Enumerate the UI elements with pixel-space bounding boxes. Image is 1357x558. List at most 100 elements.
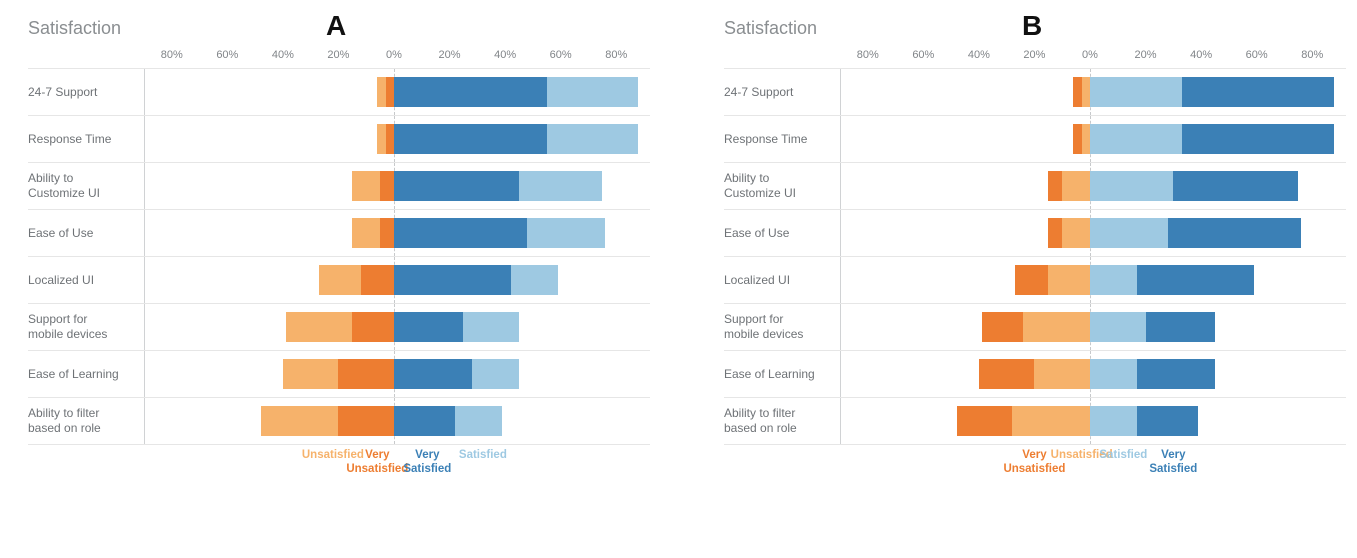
row-label: Ability toCustomize UI (724, 163, 842, 209)
chart-row: Ease of Learning (28, 350, 650, 398)
row-label: Ease of Learning (28, 351, 146, 397)
x-axis: 80%60%40%20%0%20%40%60%80% (144, 45, 644, 69)
axis-tick: 20% (1023, 49, 1045, 61)
bar-segment-satisfied (547, 124, 639, 154)
bar-segment-satisfied (1090, 77, 1182, 107)
chart-row: Ability to filterbased on role (724, 397, 1346, 445)
row-label: 24-7 Support (724, 69, 842, 115)
bar-segment-satisfied (519, 171, 602, 201)
bar-segment-very-unsatisfied (957, 406, 1013, 436)
row-plot (840, 351, 1340, 397)
bar-segment-very-unsatisfied (979, 359, 1035, 389)
bar-segment-satisfied (1090, 171, 1173, 201)
bar-segment-very-satisfied (1146, 312, 1215, 342)
axis-tick: 80% (1301, 49, 1323, 61)
row-label: Localized UI (724, 257, 842, 303)
axis-tick: 60% (1246, 49, 1268, 61)
bar-segment-satisfied (472, 359, 519, 389)
bar-segment-satisfied (455, 406, 502, 436)
row-label: Support formobile devices (28, 304, 146, 350)
panel-b: BSatisfaction80%60%40%20%0%20%40%60%80%2… (706, 18, 1346, 485)
bar-segment-very-unsatisfied (1073, 77, 1081, 107)
axis-tick: 60% (912, 49, 934, 61)
axis-tick: 40% (272, 49, 294, 61)
bar-segment-very-satisfied (394, 77, 547, 107)
bar-segment-satisfied (547, 77, 639, 107)
legend-item-satisfied: Satisfied (459, 449, 507, 463)
panel-letter: B (1022, 10, 1043, 42)
row-plot (840, 398, 1340, 444)
axis-tick: 80% (605, 49, 627, 61)
bar-segment-very-satisfied (1168, 218, 1301, 248)
chart-row: Response Time (28, 115, 650, 163)
bar-segment-very-unsatisfied (338, 359, 394, 389)
chart-rows: 24-7 SupportResponse TimeAbility toCusto… (28, 68, 650, 445)
legend: UnsatisfiedVeryUnsatisfiedVerySatisfiedS… (144, 447, 644, 485)
row-plot (144, 304, 644, 350)
chart-row: Response Time (724, 115, 1346, 163)
bar-segment-unsatisfied (286, 312, 353, 342)
bar-segment-very-satisfied (394, 359, 472, 389)
bar-segment-very-satisfied (394, 218, 527, 248)
row-label: Ability toCustomize UI (28, 163, 146, 209)
chart-row: Localized UI (724, 256, 1346, 304)
bar-segment-satisfied (527, 218, 605, 248)
bar-segment-very-unsatisfied (380, 171, 394, 201)
bar-segment-very-unsatisfied (338, 406, 394, 436)
bar-segment-satisfied (1090, 406, 1137, 436)
bar-segment-very-unsatisfied (386, 124, 394, 154)
bar-segment-very-satisfied (1173, 171, 1298, 201)
bar-segment-very-satisfied (394, 406, 455, 436)
bar-segment-unsatisfied (377, 77, 385, 107)
page: { "dimensions": { "width": 1357, "height… (0, 0, 1357, 558)
axis-tick: 40% (968, 49, 990, 61)
bar-segment-very-satisfied (1182, 124, 1335, 154)
bar-segment-satisfied (1090, 312, 1146, 342)
row-plot (144, 210, 644, 256)
x-axis: 80% 60% 40% 20% 0% 20% 40% 60% 80% (840, 45, 1340, 69)
chart-row: Ease of Use (28, 209, 650, 257)
legend: VeryUnsatisfiedUnsatisfiedSatisfiedVeryS… (840, 447, 1340, 485)
axis-tick: 40% (1190, 49, 1212, 61)
row-label: Ease of Learning (724, 351, 842, 397)
axis-tick: 60% (216, 49, 238, 61)
bar-segment-very-unsatisfied (1015, 265, 1048, 295)
axis-tick: 20% (327, 49, 349, 61)
axis-tick: 20% (1135, 49, 1157, 61)
bar-segment-very-unsatisfied (982, 312, 1024, 342)
bar-segment-unsatisfied (283, 359, 339, 389)
row-plot (144, 116, 644, 162)
bar-segment-unsatisfied (1062, 171, 1090, 201)
legend-item-very-satisfied: VerySatisfied (403, 449, 451, 477)
bar-segment-very-unsatisfied (1073, 124, 1081, 154)
row-label: Ease of Use (724, 210, 842, 256)
axis-tick: 40% (494, 49, 516, 61)
legend-item-very-satisfied: VerySatisfied (1149, 449, 1197, 477)
row-plot (144, 163, 644, 209)
row-plot (144, 351, 644, 397)
bar-segment-very-satisfied (394, 124, 547, 154)
bar-segment-satisfied (1090, 265, 1137, 295)
chart-row: 24-7 Support (724, 68, 1346, 116)
row-plot (840, 304, 1340, 350)
axis-tick: 20% (439, 49, 461, 61)
axis-tick: 80% (161, 49, 183, 61)
bar-segment-very-satisfied (1137, 406, 1198, 436)
bar-segment-satisfied (1090, 359, 1137, 389)
row-label: Ability to filterbased on role (724, 398, 842, 444)
bar-segment-unsatisfied (1034, 359, 1090, 389)
chart-row: Ease of Use (724, 209, 1346, 257)
bar-segment-very-satisfied (394, 171, 519, 201)
axis-tick: 80% (857, 49, 879, 61)
legend-item-very-unsatisfied: VeryUnsatisfied (346, 449, 408, 477)
row-label: Ease of Use (28, 210, 146, 256)
axis-tick: 0% (1082, 49, 1098, 61)
row-plot (144, 398, 644, 444)
bar-segment-very-unsatisfied (1048, 171, 1062, 201)
bar-segment-unsatisfied (1048, 265, 1090, 295)
bar-segment-unsatisfied (261, 406, 339, 436)
row-plot (840, 257, 1340, 303)
panel-a: ASatisfaction80%60%40%20%0%20%40%60%80%2… (10, 18, 650, 485)
legend-item-satisfied: Satisfied (1099, 449, 1147, 463)
row-label: Support formobile devices (724, 304, 842, 350)
